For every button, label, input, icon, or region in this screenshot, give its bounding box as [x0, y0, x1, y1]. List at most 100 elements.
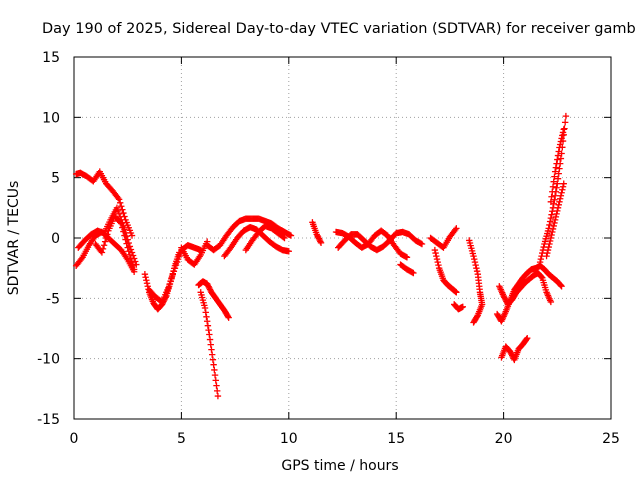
data-point: [418, 240, 426, 248]
data-point: [536, 258, 544, 266]
data-point: [433, 252, 440, 260]
data-point: [104, 231, 111, 238]
data-point: [548, 231, 555, 239]
data-point: [551, 173, 558, 180]
data-point: [212, 377, 219, 384]
data-point: [556, 198, 563, 205]
series-arc-w: [498, 334, 531, 364]
data-point: [551, 196, 558, 203]
series-arc-z: [547, 126, 567, 205]
data-point: [553, 160, 560, 167]
data-point: [547, 234, 555, 242]
y-tick-label: -10: [37, 352, 60, 368]
series-arc-u: [493, 262, 565, 325]
data-point: [314, 233, 322, 241]
series-arc-i: [197, 289, 222, 400]
data-point: [559, 186, 566, 193]
data-point: [434, 258, 441, 266]
x-tick-label: 20: [495, 431, 513, 447]
data-point: [202, 309, 209, 316]
data-point: [554, 180, 561, 187]
data-point: [205, 326, 212, 334]
data-point: [431, 246, 439, 254]
data-point: [470, 252, 477, 260]
data-point: [287, 232, 295, 239]
data-point: [123, 240, 130, 247]
x-tick-label: 0: [70, 431, 79, 447]
data-point: [557, 282, 565, 289]
data-point: [114, 194, 122, 202]
data-point: [210, 361, 217, 368]
grid: [74, 57, 611, 419]
data-point: [544, 249, 551, 257]
data-point: [204, 282, 212, 289]
data-point: [120, 209, 127, 217]
data-point: [433, 255, 441, 263]
data-point: [552, 164, 560, 171]
data-point: [551, 192, 559, 199]
data-point: [214, 392, 222, 400]
series-arc-r: [431, 246, 460, 296]
data-point: [524, 334, 531, 342]
data-point: [549, 183, 557, 190]
y-tick-label: 5: [51, 171, 60, 187]
data-point: [473, 267, 481, 275]
data-point: [554, 175, 562, 182]
data-point: [142, 274, 149, 281]
data-point: [557, 138, 565, 145]
data-point: [459, 303, 466, 310]
data-point: [165, 284, 172, 291]
y-tick-label: 0: [51, 231, 60, 247]
y-tick-label: 10: [42, 110, 60, 126]
data-point: [561, 119, 569, 126]
data-point: [546, 218, 554, 225]
data-point: [168, 274, 175, 282]
data-point: [556, 165, 563, 172]
data-point: [553, 210, 560, 218]
x-axis-label: GPS time / hours: [281, 458, 398, 474]
data-point: [555, 170, 562, 177]
data-point: [211, 371, 219, 379]
data-point: [205, 283, 212, 290]
data-point: [128, 258, 136, 266]
data-point: [116, 219, 124, 226]
data-point: [285, 248, 292, 255]
data-point: [558, 189, 565, 196]
y-tick-label: -5: [46, 291, 60, 307]
data-point: [453, 289, 460, 296]
data-point: [98, 249, 106, 256]
data-point: [559, 129, 567, 136]
data-point: [225, 314, 232, 321]
data-point: [316, 236, 323, 244]
data-point: [546, 237, 554, 245]
data-point: [206, 336, 214, 343]
data-point: [173, 258, 181, 266]
data-point: [523, 335, 530, 343]
data-point: [554, 152, 562, 159]
series-arc-k: [221, 223, 292, 260]
data-point: [144, 283, 151, 290]
data-point: [103, 234, 110, 242]
data-point: [317, 238, 324, 245]
data-point: [473, 264, 480, 272]
data-point: [78, 255, 85, 262]
data-point: [554, 207, 561, 215]
data-point: [314, 232, 321, 239]
data-point: [213, 382, 220, 389]
data-point: [129, 262, 137, 269]
data-point: [403, 254, 411, 261]
data-point: [558, 283, 565, 290]
data-point: [555, 148, 562, 155]
data-point: [201, 304, 209, 312]
data-point: [551, 216, 559, 224]
data-point: [208, 346, 215, 353]
data-point: [501, 295, 509, 302]
y-tick-label: 15: [42, 50, 60, 66]
series-arc-o: [335, 228, 426, 254]
series-arc-f: [145, 242, 204, 306]
series-arc-q: [427, 225, 460, 251]
data-point: [547, 198, 555, 205]
data-point: [317, 239, 325, 247]
data-point: [207, 341, 214, 348]
